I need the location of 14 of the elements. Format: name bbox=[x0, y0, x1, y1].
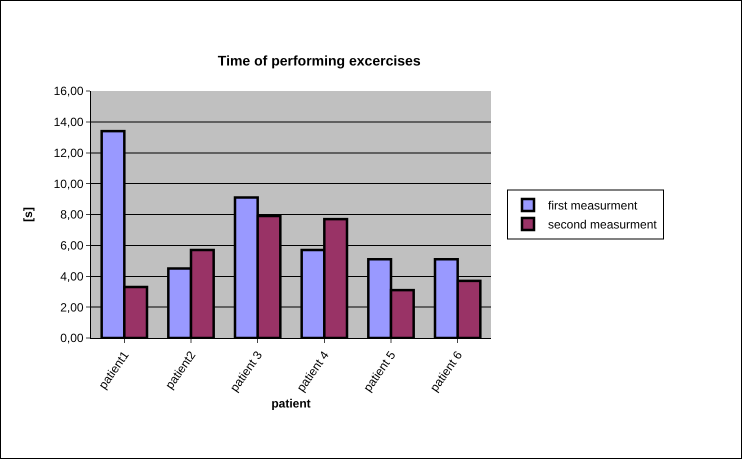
legend-label: second measurment bbox=[548, 218, 658, 232]
y-tick-label: 2,00 bbox=[60, 300, 84, 314]
y-tick-label: 10,00 bbox=[54, 176, 84, 191]
y-axis-title: [s] bbox=[20, 207, 35, 222]
y-tick-label: 6,00 bbox=[60, 238, 84, 253]
y-tick-label: 16,00 bbox=[54, 84, 84, 98]
y-tick-label: 8,00 bbox=[60, 208, 84, 222]
y-tick-label: 4,00 bbox=[60, 269, 84, 284]
x-axis-title: patient bbox=[271, 396, 311, 410]
legend-label: first measurment bbox=[548, 198, 638, 213]
y-tick-label: 14,00 bbox=[54, 115, 84, 130]
y-tick-label: 12,00 bbox=[54, 146, 84, 160]
y-tick-label: 0,00 bbox=[60, 331, 84, 346]
chart-title: Time of performing excercises bbox=[218, 52, 421, 69]
